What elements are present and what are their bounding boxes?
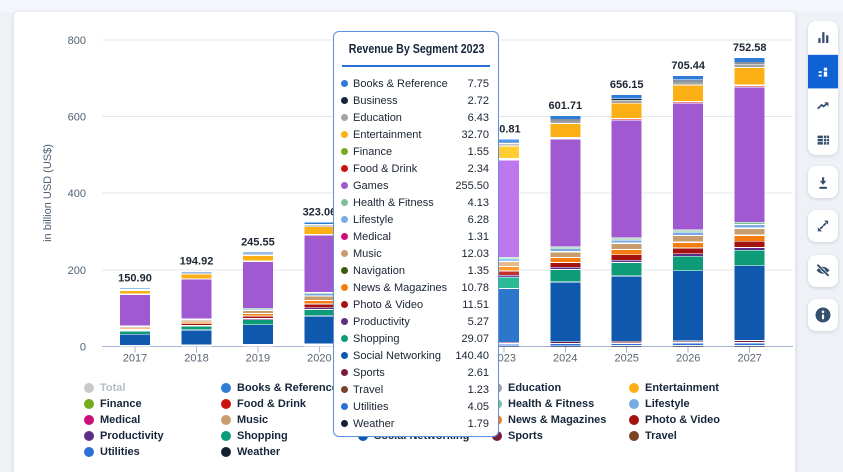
svg-text:200: 200 (68, 265, 86, 277)
svg-text:150.90: 150.90 (118, 273, 152, 285)
svg-text:2027: 2027 (737, 353, 761, 365)
svg-text:2019: 2019 (246, 353, 270, 365)
svg-text:245.55: 245.55 (241, 236, 275, 248)
svg-text:705.44: 705.44 (671, 60, 706, 72)
svg-text:2018: 2018 (184, 353, 208, 365)
svg-text:800: 800 (68, 35, 86, 47)
svg-text:400: 400 (68, 188, 86, 200)
svg-text:2026: 2026 (676, 353, 700, 365)
svg-text:194.92: 194.92 (180, 256, 214, 268)
svg-text:656.15: 656.15 (610, 79, 644, 91)
svg-text:0: 0 (80, 341, 86, 353)
svg-text:in billion USD (US$): in billion USD (US$) (42, 144, 54, 242)
svg-text:600: 600 (68, 112, 86, 124)
svg-text:2020: 2020 (307, 353, 331, 365)
svg-text:2025: 2025 (614, 353, 638, 365)
svg-text:752.58: 752.58 (733, 42, 767, 54)
svg-text:2024: 2024 (553, 353, 577, 365)
svg-text:601.71: 601.71 (548, 100, 582, 112)
svg-text:323.06: 323.06 (303, 207, 337, 219)
svg-text:2017: 2017 (123, 353, 147, 365)
